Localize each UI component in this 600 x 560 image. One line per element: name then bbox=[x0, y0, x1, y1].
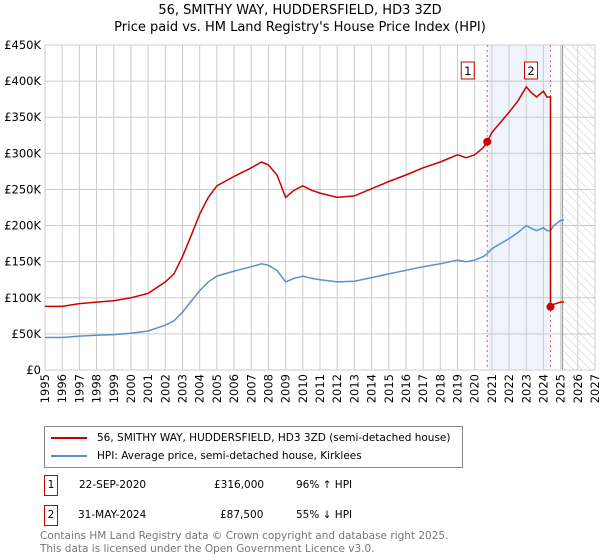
transaction-marker: 2 bbox=[44, 505, 58, 526]
y-tick-label: £50K bbox=[12, 327, 42, 341]
property-price-line bbox=[45, 85, 565, 309]
chart-title: 56, SMITHY WAY, HUDDERSFIELD, HD3 3ZD bbox=[158, 3, 442, 18]
legend-swatch bbox=[51, 455, 87, 457]
x-tick-label: 2022 bbox=[502, 374, 516, 403]
y-tick-label: £100K bbox=[4, 291, 41, 305]
x-tick-label: 1997 bbox=[72, 374, 86, 403]
x-tick-label: 1999 bbox=[107, 374, 121, 403]
y-tick-label: £0 bbox=[26, 363, 41, 377]
x-tick-label: 2000 bbox=[124, 374, 138, 403]
x-tick-label: 1995 bbox=[38, 374, 52, 403]
x-tick-label: 2008 bbox=[261, 374, 275, 403]
x-tick-label: 2006 bbox=[227, 374, 241, 403]
x-tick-label: 2007 bbox=[244, 374, 258, 403]
x-tick-label: 2018 bbox=[433, 374, 447, 403]
transaction-price: £87,500 bbox=[220, 509, 264, 521]
price-chart: 1995 1996 1997 1998 1999 2000 2001 2002 2003 2004… bbox=[4, 38, 600, 403]
sale-point bbox=[546, 302, 555, 311]
sale-point bbox=[483, 137, 492, 146]
x-tick-label: 2024 bbox=[536, 374, 550, 403]
x-tick-label: 2016 bbox=[399, 374, 413, 403]
y-tick-label: £350K bbox=[4, 110, 41, 124]
x-tick-label: 2019 bbox=[451, 374, 465, 403]
sale-label-box bbox=[523, 61, 538, 80]
x-tick-label: 2005 bbox=[210, 374, 224, 403]
x-tick-label: 2004 bbox=[193, 374, 207, 403]
legend-swatch bbox=[51, 437, 87, 439]
legend-label: HPI: Average price, semi-detached house,… bbox=[97, 450, 362, 462]
sale-label: 2 bbox=[527, 64, 534, 78]
x-tick-label: 2009 bbox=[279, 374, 293, 403]
x-tick-label: 2020 bbox=[468, 374, 482, 403]
x-tick-label: 2014 bbox=[365, 374, 379, 403]
footer: Contains HM Land Registry data © Crown c… bbox=[40, 530, 448, 556]
x-tick-label: 2011 bbox=[313, 374, 327, 403]
legend-item-property: 56, SMITHY WAY, HUDDERSFIELD, HD3 3ZD (s… bbox=[51, 430, 451, 446]
y-tick-label: £250K bbox=[4, 182, 41, 196]
x-tick-label: 1996 bbox=[55, 374, 69, 403]
transaction-hpi: 96% ↑ HPI bbox=[296, 479, 353, 491]
x-tick-label: 2012 bbox=[330, 374, 344, 403]
legend-label: 56, SMITHY WAY, HUDDERSFIELD, HD3 3ZD (s… bbox=[97, 432, 451, 444]
x-tick-label: 2010 bbox=[296, 374, 310, 403]
legend: 56, SMITHY WAY, HUDDERSFIELD, HD3 3ZD (s… bbox=[44, 426, 463, 468]
y-tick-label: £150K bbox=[4, 255, 41, 269]
x-tick-label: 2023 bbox=[519, 374, 533, 403]
x-tick-label: 2017 bbox=[416, 374, 430, 403]
x-tick-label: 2003 bbox=[176, 374, 190, 403]
y-tick-label: £400K bbox=[4, 74, 41, 88]
y-tick-label: £300K bbox=[4, 146, 41, 160]
legend-item-hpi: HPI: Average price, semi-detached house,… bbox=[51, 448, 362, 464]
transaction-marker: 1 bbox=[44, 475, 58, 496]
plot-frame bbox=[44, 44, 596, 371]
sale-label-box bbox=[460, 61, 475, 80]
transaction-hpi: 55% ↓ HPI bbox=[296, 509, 353, 521]
y-tick-label: £450K bbox=[4, 38, 41, 52]
transaction-row: 2 31-MAY-2024 £87,500 55% ↓ HPI bbox=[44, 505, 544, 527]
x-tick-label: 2015 bbox=[382, 374, 396, 403]
y-tick-label: £200K bbox=[4, 219, 41, 233]
forecast-hatch bbox=[562, 45, 595, 370]
transaction-date: 22-SEP-2020 bbox=[79, 479, 147, 491]
transaction-row: 1 22-SEP-2020 £316,000 96% ↑ HPI bbox=[44, 475, 544, 497]
footer-line: This data is licensed under the Open Gov… bbox=[40, 543, 375, 555]
x-tick-label: 2025 bbox=[554, 374, 568, 403]
transaction-date: 31-MAY-2024 bbox=[78, 509, 147, 521]
x-tick-label: 2002 bbox=[158, 374, 172, 403]
sale-label: 1 bbox=[464, 64, 471, 78]
transaction-price: £316,000 bbox=[214, 479, 265, 491]
hpi-line bbox=[45, 219, 565, 339]
x-tick-label: 2027 bbox=[588, 374, 600, 403]
footer-line: Contains HM Land Registry data © Crown c… bbox=[40, 530, 449, 542]
x-tick-label: 1998 bbox=[90, 374, 104, 403]
x-tick-label: 2001 bbox=[141, 374, 155, 403]
chart-subtitle: Price paid vs. HM Land Registry's House … bbox=[114, 20, 486, 35]
x-tick-label: 2026 bbox=[571, 374, 585, 403]
x-tick-label: 2021 bbox=[485, 374, 499, 403]
x-tick-label: 2013 bbox=[347, 374, 361, 403]
